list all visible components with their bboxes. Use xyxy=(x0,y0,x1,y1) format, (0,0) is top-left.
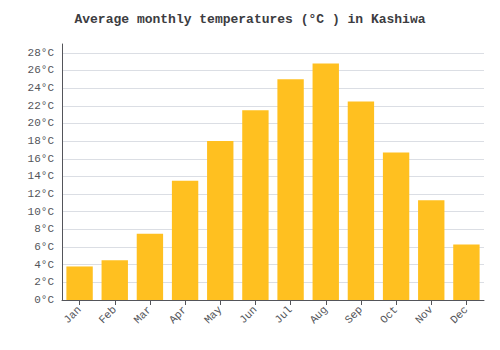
svg-text:Nov: Nov xyxy=(413,303,436,326)
svg-text:20°C: 20°C xyxy=(28,117,55,129)
svg-text:Jan: Jan xyxy=(61,304,83,326)
svg-text:0°C: 0°C xyxy=(34,294,54,306)
svg-text:2°C: 2°C xyxy=(34,276,54,288)
svg-text:12°C: 12°C xyxy=(28,188,55,200)
svg-text:May: May xyxy=(202,303,225,326)
svg-text:8°C: 8°C xyxy=(34,223,54,235)
svg-text:28°C: 28°C xyxy=(28,47,55,59)
svg-text:6°C: 6°C xyxy=(34,241,54,253)
svg-text:Sep: Sep xyxy=(343,304,365,326)
svg-text:14°C: 14°C xyxy=(28,170,55,182)
svg-text:4°C: 4°C xyxy=(34,259,54,271)
svg-text:Dec: Dec xyxy=(448,304,470,326)
svg-text:26°C: 26°C xyxy=(28,64,55,76)
svg-text:Feb: Feb xyxy=(97,304,119,326)
svg-text:Jun: Jun xyxy=(237,304,259,326)
svg-text:10°C: 10°C xyxy=(28,206,55,218)
svg-text:16°C: 16°C xyxy=(28,153,55,165)
svg-text:18°C: 18°C xyxy=(28,135,55,147)
svg-text:Jul: Jul xyxy=(272,304,294,326)
svg-text:Aug: Aug xyxy=(308,304,330,326)
svg-text:Average monthly temperatures (: Average monthly temperatures (°C ) in Ka… xyxy=(74,12,425,27)
svg-text:Apr: Apr xyxy=(167,304,189,326)
svg-text:Oct: Oct xyxy=(378,304,400,326)
svg-text:22°C: 22°C xyxy=(28,100,55,112)
svg-text:24°C: 24°C xyxy=(28,82,55,94)
svg-text:Mar: Mar xyxy=(132,304,154,326)
